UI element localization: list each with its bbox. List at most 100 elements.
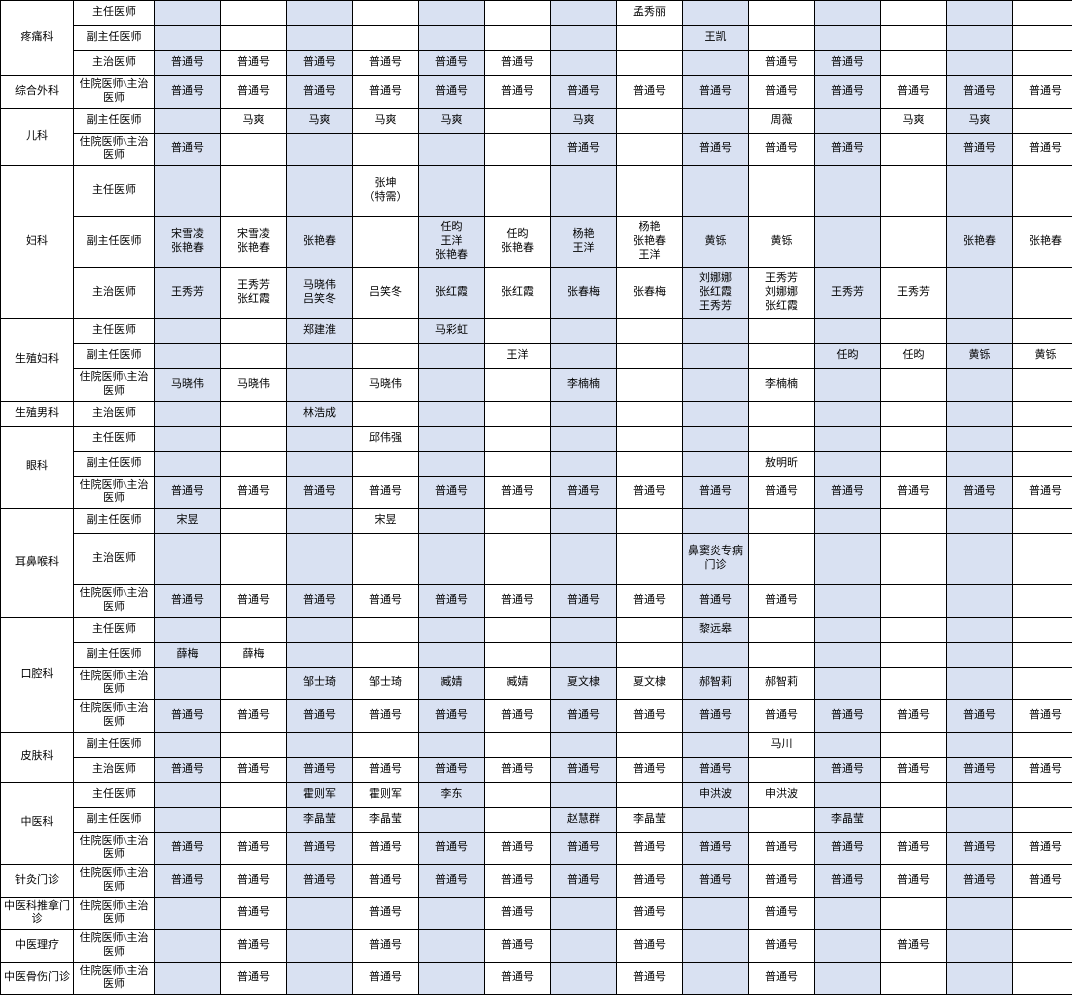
slot-cell	[353, 319, 419, 344]
schedule-row: 疼痛科主任医师孟秀丽	[1, 1, 1072, 26]
slot-cell	[881, 166, 947, 217]
slot-cell	[881, 732, 947, 757]
slot-cell	[617, 426, 683, 451]
slot-cell: 普通号	[749, 930, 815, 963]
slot-cell: 普通号	[419, 585, 485, 618]
slot-cell	[617, 782, 683, 807]
slot-cell: 普通号	[815, 757, 881, 782]
slot-cell	[1013, 930, 1072, 963]
dept-cell: 综合外科	[1, 76, 74, 109]
schedule-row: 主治医师普通号普通号普通号普通号普通号普通号普通号普通号	[1, 51, 1072, 76]
slot-cell	[221, 344, 287, 369]
slot-cell	[617, 509, 683, 534]
slot-cell: 普通号	[683, 76, 749, 109]
schedule-row: 住院医师\主治医师马晓伟马晓伟马晓伟李楠楠李楠楠	[1, 369, 1072, 402]
schedule-row: 主治医师普通号普通号普通号普通号普通号普通号普通号普通号普通号普通号普通号普通号…	[1, 757, 1072, 782]
slot-cell	[947, 1, 1013, 26]
slot-cell	[1013, 401, 1072, 426]
slot-cell: 普通号	[551, 865, 617, 898]
slot-cell	[485, 534, 551, 585]
slot-cell	[947, 667, 1013, 700]
slot-cell: 普通号	[947, 76, 1013, 109]
role-cell: 主治医师	[74, 401, 155, 426]
slot-cell	[683, 807, 749, 832]
slot-cell: 普通号	[419, 757, 485, 782]
slot-cell	[485, 133, 551, 166]
slot-cell	[749, 534, 815, 585]
slot-cell	[947, 369, 1013, 402]
slot-cell	[551, 930, 617, 963]
slot-cell	[419, 897, 485, 930]
slot-cell	[1013, 26, 1072, 51]
slot-cell: 普通号	[287, 51, 353, 76]
role-cell: 副主任医师	[74, 509, 155, 534]
slot-cell	[881, 534, 947, 585]
slot-cell: 普通号	[947, 476, 1013, 509]
schedule-row: 中医骨伤门诊住院医师\主治医师普通号普通号普通号普通号普通号	[1, 962, 1072, 995]
slot-cell	[419, 617, 485, 642]
slot-cell: 普通号	[287, 832, 353, 865]
slot-cell	[1013, 897, 1072, 930]
slot-cell: 普通号	[617, 585, 683, 618]
slot-cell: 孟秀丽	[617, 1, 683, 26]
slot-cell	[551, 642, 617, 667]
role-cell: 主治医师	[74, 534, 155, 585]
slot-cell	[551, 962, 617, 995]
schedule-table: 疼痛科主任医师孟秀丽副主任医师王凯主治医师普通号普通号普通号普通号普通号普通号普…	[0, 0, 1072, 995]
slot-cell	[485, 782, 551, 807]
slot-cell	[485, 108, 551, 133]
slot-cell	[617, 344, 683, 369]
slot-cell: 马爽	[287, 108, 353, 133]
slot-cell	[1013, 1, 1072, 26]
slot-cell: 普通号	[881, 930, 947, 963]
slot-cell	[1013, 667, 1072, 700]
slot-cell	[683, 642, 749, 667]
schedule-row: 皮肤科副主任医师马川	[1, 732, 1072, 757]
slot-cell	[419, 344, 485, 369]
slot-cell: 马爽	[881, 108, 947, 133]
slot-cell	[815, 319, 881, 344]
slot-cell: 普通号	[155, 865, 221, 898]
slot-cell: 黄铄	[1013, 344, 1072, 369]
slot-cell	[947, 51, 1013, 76]
slot-cell	[881, 426, 947, 451]
slot-cell	[353, 133, 419, 166]
schedule-row: 住院医师\主治医师普通号普通号普通号普通号普通号普通号普通号	[1, 133, 1072, 166]
slot-cell	[551, 1, 617, 26]
dept-cell: 疼痛科	[1, 1, 74, 76]
slot-cell: 普通号	[155, 700, 221, 733]
slot-cell: 李晶莹	[617, 807, 683, 832]
slot-cell	[221, 426, 287, 451]
slot-cell: 普通号	[155, 76, 221, 109]
slot-cell	[155, 26, 221, 51]
slot-cell: 普通号	[1013, 476, 1072, 509]
slot-cell: 申洪波	[683, 782, 749, 807]
role-cell: 主任医师	[74, 166, 155, 217]
slot-cell	[551, 166, 617, 217]
slot-cell: 任昀	[815, 344, 881, 369]
slot-cell	[815, 26, 881, 51]
slot-cell	[881, 585, 947, 618]
role-cell: 住院医师\主治医师	[74, 865, 155, 898]
slot-cell	[1013, 108, 1072, 133]
slot-cell	[485, 732, 551, 757]
slot-cell: 马川	[749, 732, 815, 757]
schedule-row: 住院医师\主治医师普通号普通号普通号普通号普通号普通号普通号普通号普通号普通号	[1, 585, 1072, 618]
schedule-row: 副主任医师李晶莹李晶莹赵慧群李晶莹李晶莹	[1, 807, 1072, 832]
slot-cell	[947, 585, 1013, 618]
slot-cell	[881, 401, 947, 426]
role-cell: 主任医师	[74, 319, 155, 344]
slot-cell: 普通号	[881, 76, 947, 109]
slot-cell	[881, 451, 947, 476]
slot-cell: 马晓伟	[155, 369, 221, 402]
role-cell: 副主任医师	[74, 344, 155, 369]
slot-cell: 普通号	[353, 51, 419, 76]
slot-cell	[221, 509, 287, 534]
slot-cell: 任昀 王洋 张艳春	[419, 217, 485, 268]
role-cell: 副主任医师	[74, 26, 155, 51]
slot-cell	[683, 930, 749, 963]
role-cell: 副主任医师	[74, 108, 155, 133]
slot-cell: 普通号	[749, 51, 815, 76]
slot-cell	[221, 667, 287, 700]
slot-cell: 普通号	[617, 832, 683, 865]
